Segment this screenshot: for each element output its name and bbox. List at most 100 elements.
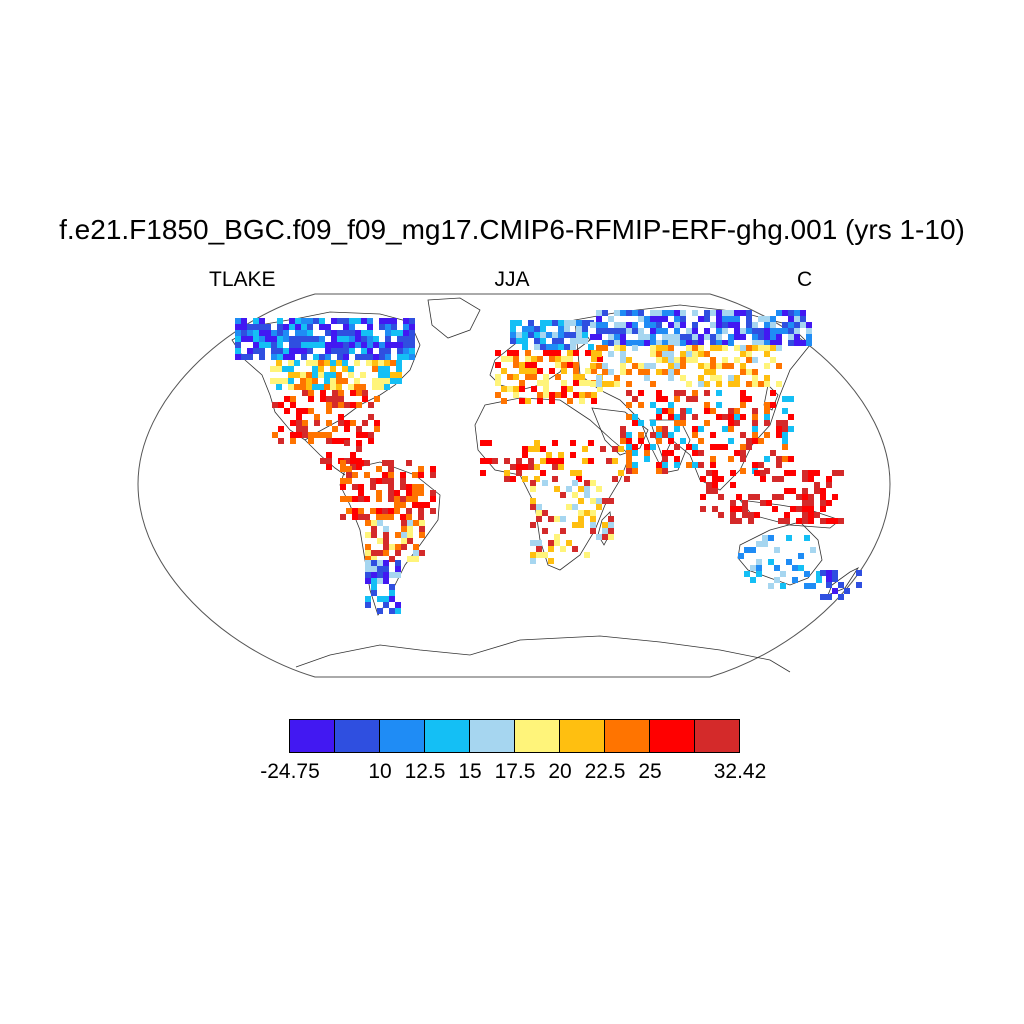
data-cell	[656, 390, 662, 396]
data-cell	[692, 334, 698, 340]
data-cell	[340, 514, 346, 520]
data-cell	[794, 310, 800, 316]
data-cell	[680, 340, 686, 346]
data-cell	[519, 380, 525, 386]
data-cell	[608, 522, 614, 528]
data-cell	[692, 357, 698, 363]
data-cell	[368, 402, 374, 408]
data-cell	[530, 552, 536, 558]
data-cell	[361, 348, 367, 354]
data-cell	[644, 316, 650, 322]
data-cell	[668, 402, 674, 408]
data-cell	[784, 518, 790, 524]
data-cell	[608, 351, 614, 357]
data-cell	[760, 500, 766, 506]
data-cell	[288, 360, 294, 366]
data-cell	[716, 334, 722, 340]
data-cell	[409, 330, 415, 336]
data-cell	[722, 357, 728, 363]
data-cell	[543, 350, 549, 356]
data-cell	[820, 488, 826, 494]
data-cell	[752, 369, 758, 375]
data-cell	[764, 351, 770, 357]
data-cell	[247, 348, 253, 354]
data-cell	[566, 486, 572, 492]
data-cell	[558, 452, 564, 458]
data-cell	[656, 310, 662, 316]
data-cell	[722, 340, 728, 346]
data-cell	[632, 414, 638, 420]
data-cell	[754, 470, 760, 476]
data-cell	[295, 318, 301, 324]
data-cell	[548, 516, 554, 522]
data-cell	[710, 340, 716, 346]
data-cell	[377, 560, 383, 566]
data-cell	[312, 360, 318, 366]
data-cell	[383, 526, 389, 532]
data-cell	[668, 369, 674, 375]
data-cell	[614, 340, 620, 346]
data-cell	[519, 398, 525, 404]
data-cell	[531, 386, 537, 392]
data-cell	[710, 369, 716, 375]
data-cell	[373, 342, 379, 348]
data-cell	[706, 488, 712, 494]
data-cell	[608, 328, 614, 334]
data-cell	[368, 438, 374, 444]
data-cell	[271, 348, 277, 354]
data-cell	[620, 334, 626, 340]
data-cell	[808, 500, 814, 506]
data-cell	[718, 494, 724, 500]
data-cell	[318, 366, 324, 372]
data-cell	[418, 466, 424, 472]
data-cell	[371, 556, 377, 562]
data-cell	[358, 496, 364, 502]
data-cell	[776, 363, 782, 369]
data-cell	[306, 378, 312, 384]
data-cell	[668, 363, 674, 369]
data-cell	[740, 456, 746, 462]
data-cell	[352, 514, 358, 520]
data-cell	[338, 420, 344, 426]
data-cell	[296, 432, 302, 438]
data-cell	[774, 565, 780, 571]
data-cell	[525, 350, 531, 356]
data-cell	[686, 357, 692, 363]
data-cell	[319, 318, 325, 324]
data-cell	[259, 342, 265, 348]
data-cell	[418, 472, 424, 478]
data-cell	[758, 381, 764, 387]
data-cell	[698, 450, 704, 456]
data-cell	[620, 351, 626, 357]
data-cell	[728, 438, 734, 444]
data-cell	[740, 396, 746, 402]
data-cell	[325, 348, 331, 354]
data-cell	[734, 310, 740, 316]
data-cell	[409, 318, 415, 324]
data-cell	[602, 381, 608, 387]
data-cell	[486, 458, 492, 464]
data-cell	[326, 432, 332, 438]
data-cell	[241, 354, 247, 360]
data-cell	[686, 381, 692, 387]
data-cell	[522, 464, 528, 470]
data-cell	[780, 571, 786, 577]
data-cell	[330, 360, 336, 366]
data-cell	[704, 351, 710, 357]
data-cell	[820, 500, 826, 506]
data-cell	[756, 565, 762, 571]
data-cell	[530, 540, 536, 546]
data-cell	[584, 486, 590, 492]
data-cell	[259, 318, 265, 324]
data-cell	[364, 460, 370, 466]
data-cell	[540, 446, 546, 452]
data-cell	[740, 432, 746, 438]
data-cell	[296, 420, 302, 426]
data-cell	[510, 476, 516, 482]
data-cell	[344, 426, 350, 432]
data-cell	[728, 408, 734, 414]
data-cell	[716, 414, 722, 420]
data-cell	[358, 508, 364, 514]
data-cell	[247, 330, 253, 336]
data-cell	[391, 324, 397, 330]
